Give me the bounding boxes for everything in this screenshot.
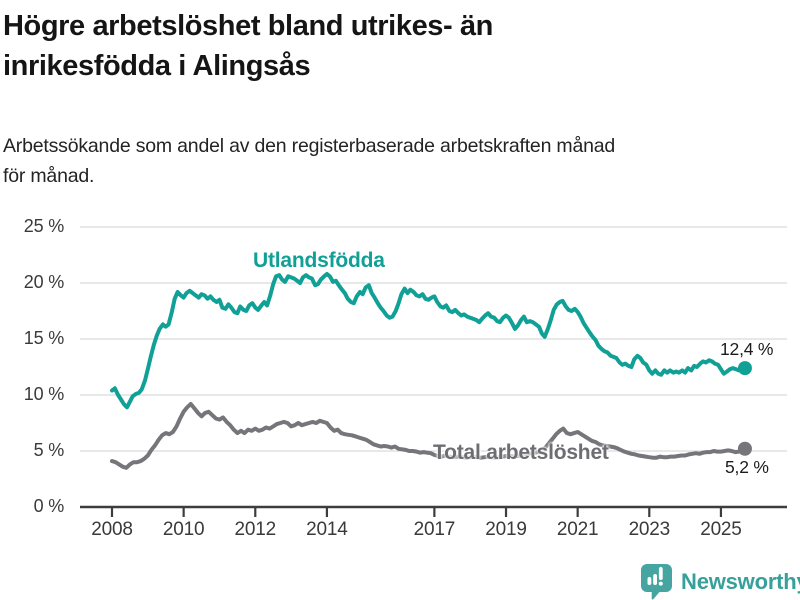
series-end-dot-1 [737, 441, 752, 456]
series-line-0 [110, 272, 747, 410]
y-tick-label: 25 % [23, 216, 64, 236]
y-tick-label: 10 % [23, 384, 64, 404]
x-tick-label: 2021 [556, 519, 599, 540]
series-line-1 [110, 402, 747, 470]
chart-subtitle-line-1: Arbetssökande som andel av den registerb… [3, 135, 616, 157]
page-title-line-1: Högre arbetslöshet bland utrikes- än [3, 10, 493, 42]
x-tick-label: 2019 [485, 519, 527, 540]
end-value-label-total-arbetsloshet: 5,2 % [725, 457, 769, 477]
x-tick-label: 2010 [162, 519, 205, 540]
x-tick-label: 2012 [234, 519, 277, 540]
end-value-label-utlandsfodda: 12,4 % [720, 339, 774, 359]
y-tick-label: 5 % [33, 440, 65, 460]
x-tick-label: 2014 [306, 519, 348, 540]
y-tick-label: 0 % [33, 496, 65, 516]
x-tick-label: 2008 [91, 519, 133, 540]
series-label-utlandsfodda: Utlandsfödda [253, 249, 385, 272]
x-tick-label: 2025 [700, 519, 742, 540]
page-title-line-2: inrikesfödda i Alingsås [3, 50, 311, 82]
newsworthy-logo-icon [641, 564, 672, 600]
chart-subtitle: Arbetssökande som andel av den registerb… [3, 131, 793, 191]
chart-subtitle-line-2: för månad. [3, 165, 95, 187]
newsworthy-brand: Newsworthy [640, 563, 800, 600]
y-tick-label: 15 % [23, 328, 64, 348]
page-title: Högre arbetslöshet bland utrikes- än inr… [3, 6, 703, 86]
series-label-total-arbetsloshet: Total arbetslöshet [433, 441, 609, 464]
series-end-dot-0 [737, 361, 752, 376]
y-tick-label: 20 % [23, 272, 64, 292]
x-tick-label: 2017 [413, 519, 456, 540]
x-tick-label: 2023 [628, 519, 671, 540]
newsworthy-brand-text: Newsworthy [681, 568, 800, 594]
